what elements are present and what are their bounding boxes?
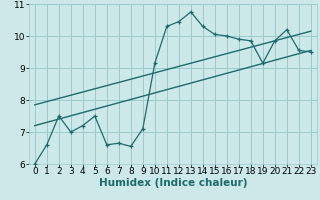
X-axis label: Humidex (Indice chaleur): Humidex (Indice chaleur) [99,178,247,188]
